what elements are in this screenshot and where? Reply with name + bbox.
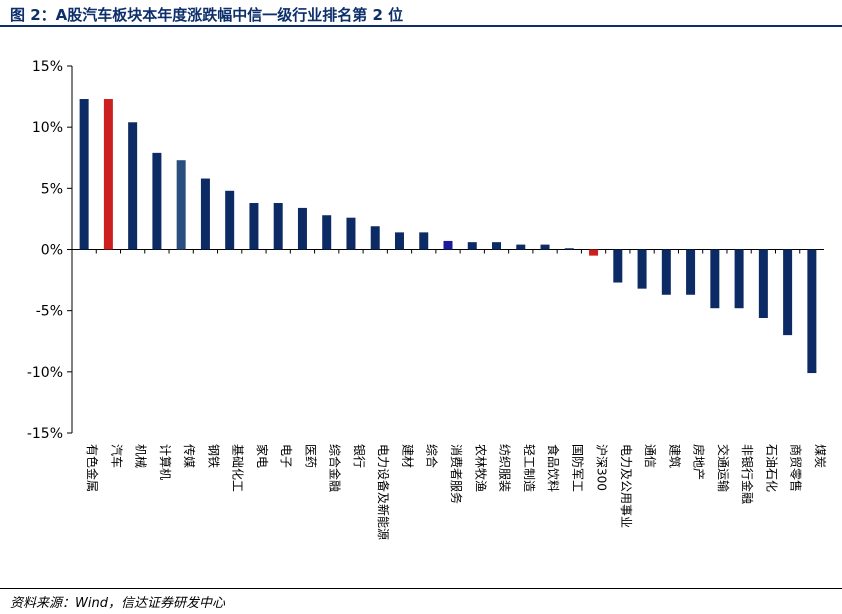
bar-9 [273,203,283,250]
category-label: 煤炭 [813,444,827,468]
category-label: 汽车 [109,444,124,468]
chart-title: 图 2：A股汽车板块本年度涨跌幅中信一级行业排名第 2 位 [10,6,404,24]
bar-8 [249,203,259,250]
category-label: 建材 [400,444,414,468]
category-label: 交通运输 [716,444,731,492]
category-label: 非银行金融 [740,444,755,504]
bar-3 [128,122,138,250]
category-label: 食品饮料 [546,444,561,492]
bar-18 [492,242,502,250]
bar-20 [540,244,550,250]
category-label: 沪深300 [595,444,609,491]
category-label: 医药 [303,444,317,468]
category-label: 电子 [279,444,293,468]
category-label: 纺织服装 [498,444,512,492]
y-tick-label: 0% [41,243,63,259]
category-label: 钢铁 [206,444,220,468]
category-label: 家电 [255,444,270,468]
bar-5 [176,160,186,250]
bar-19 [516,244,526,250]
category-label: 国防军工 [570,444,585,492]
bars [79,99,817,374]
category-label: 综合 [425,444,440,468]
bar-10 [297,207,307,250]
bar-12 [346,217,356,250]
bar-29 [758,249,768,319]
title-divider [0,25,842,27]
category-label: 农林牧渔 [473,444,487,492]
bar-30 [783,249,793,336]
category-label: 轻工制造 [522,444,536,492]
bar-26 [686,249,696,295]
bar-24 [637,249,647,289]
bar-17 [467,242,477,250]
bar-22 [589,249,599,256]
category-label: 电力及公用事业 [619,444,633,528]
bar-11 [322,215,332,250]
y-tick-label: -15% [27,426,63,442]
bar-16 [443,240,453,250]
category-label: 银行 [352,444,366,468]
bar-28 [734,249,744,309]
bar-23 [613,249,623,283]
bar-13 [370,226,380,250]
bar-chart: 15% 10% 5% 0% -5% -10% -15% 有色金属 汽车 机械 计算机 传媒 钢铁 基础化… [27,59,827,540]
bar-27 [710,249,720,309]
category-label: 综合金融 [328,444,343,492]
bar-25 [661,249,671,295]
bar-15 [419,232,429,250]
category-label: 商贸零售 [789,444,804,492]
y-tick-label: 5% [41,181,63,197]
category-label: 传媒 [182,444,197,468]
x-axis-category-labels: 有色金属 汽车 机械 计算机 传媒 钢铁 基础化工 家电 电子 医药 综合金融 银行 电力设备及新能源建… [71,249,827,540]
category-label: 计算机 [158,444,173,480]
category-label: 通信 [643,444,657,468]
bar-21 [564,248,574,250]
footer-divider [0,588,842,589]
bar-6 [200,178,210,250]
y-tick-label: 10% [32,120,63,136]
category-label: 消费者服务 [449,444,464,504]
y-tick-label: -5% [36,304,63,320]
source-note: 资料来源：Wind，信达证券研发中心 [10,596,225,611]
y-tick-label: -10% [27,365,63,381]
category-label: 电力设备及新能源 [376,444,391,540]
y-tick-label: 15% [32,59,63,75]
category-label: 房地产 [692,444,707,480]
bar-7 [225,190,235,250]
category-label: 基础化工 [231,444,245,492]
bar-31 [807,249,817,374]
category-label: 机械 [134,444,149,468]
y-axis: 15% 10% 5% 0% -5% -10% -15% [27,59,824,442]
bar-4 [152,152,162,250]
category-label: 石油石化 [764,444,778,492]
category-label: 建筑 [667,444,682,468]
category-label: 有色金属 [85,444,100,492]
bar-14 [394,232,404,250]
bar-2 [103,99,113,250]
bar-1 [79,99,89,250]
